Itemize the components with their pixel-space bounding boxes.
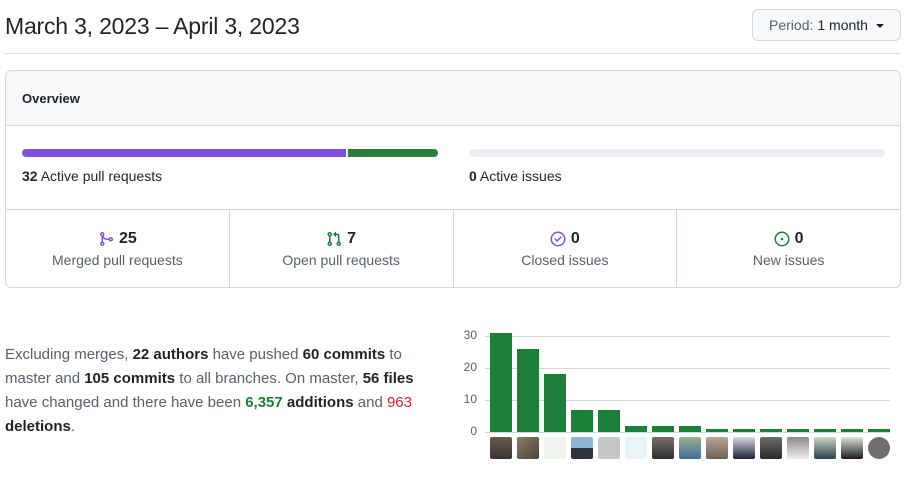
commit-summary: Excluding merges, 22 authors have pushed… bbox=[5, 343, 445, 439]
y-tick-label: 10 bbox=[463, 392, 477, 406]
deletions-count: 963 bbox=[386, 394, 412, 411]
stat-new-issues[interactable]: 0 New issues bbox=[677, 210, 900, 287]
overview-title: Overview bbox=[6, 71, 900, 126]
overview-stats-row: 25 Merged pull requests 7 Open pull requ… bbox=[6, 210, 900, 287]
chart-bar[interactable] bbox=[706, 428, 728, 432]
issue-opened-icon bbox=[774, 231, 790, 246]
author-avatar[interactable] bbox=[679, 437, 701, 459]
new-count: 0 bbox=[794, 229, 804, 247]
active-issues-count: 0 bbox=[469, 168, 477, 184]
gridline bbox=[485, 336, 890, 337]
git-merge-icon bbox=[99, 231, 113, 246]
author-avatar[interactable] bbox=[787, 437, 809, 459]
author-avatar[interactable] bbox=[598, 437, 620, 459]
closed-count: 0 bbox=[570, 229, 580, 247]
summary-text: have pushed bbox=[208, 346, 303, 363]
author-avatar[interactable] bbox=[841, 437, 863, 459]
date-range-title: March 3, 2023 – April 3, 2023 bbox=[5, 13, 300, 39]
stat-merged-pull-requests[interactable]: 25 Merged pull requests bbox=[6, 210, 230, 287]
y-tick-label: 0 bbox=[470, 424, 477, 438]
active-pull-requests-count: 32 bbox=[22, 168, 38, 184]
all-branches-commits-count: 105 commits bbox=[84, 370, 176, 387]
chart-bar[interactable] bbox=[598, 409, 620, 432]
period-dropdown-button[interactable]: Period: 1 month bbox=[752, 9, 901, 41]
caret-down-icon bbox=[875, 24, 884, 28]
new-label: New issues bbox=[752, 251, 825, 268]
merged-count: 25 bbox=[118, 229, 137, 247]
author-avatar[interactable] bbox=[517, 437, 539, 459]
y-tick-label: 30 bbox=[463, 328, 477, 342]
author-avatar[interactable] bbox=[490, 437, 512, 459]
summary-text: and bbox=[353, 394, 387, 411]
stat-open-pull-requests[interactable]: 7 Open pull requests bbox=[230, 210, 454, 287]
page-header: March 3, 2023 – April 3, 2023 Period: 1 … bbox=[0, 0, 907, 54]
active-pull-requests-caption[interactable]: 32 Active pull requests bbox=[22, 168, 438, 184]
deletions-label: deletions bbox=[5, 418, 71, 435]
authors-count: 22 authors bbox=[132, 346, 209, 363]
gridline bbox=[485, 432, 890, 433]
author-avatar[interactable] bbox=[706, 437, 728, 459]
merged-segment bbox=[22, 149, 347, 157]
header-divider bbox=[5, 53, 901, 54]
author-avatar[interactable] bbox=[868, 437, 890, 459]
summary-text: Excluding merges, bbox=[5, 346, 133, 363]
summary-text: to all branches. On master, bbox=[175, 370, 363, 387]
additions-count: 6,357 bbox=[245, 394, 283, 411]
open-label: Open pull requests bbox=[282, 251, 400, 268]
gridline bbox=[485, 368, 890, 369]
closed-label: Closed issues bbox=[521, 251, 609, 268]
issue-closed-icon bbox=[550, 231, 566, 246]
period-label: Period: bbox=[769, 17, 814, 33]
open-count: 7 bbox=[347, 229, 357, 247]
chart-bar[interactable] bbox=[517, 348, 539, 432]
author-avatar[interactable] bbox=[652, 437, 674, 459]
summary-text: have changed and there have been bbox=[5, 394, 246, 411]
author-avatar[interactable] bbox=[760, 437, 782, 459]
active-issues-caption[interactable]: 0 Active issues bbox=[469, 168, 885, 184]
chart-bar[interactable] bbox=[733, 428, 755, 432]
files-changed-count: 56 files bbox=[362, 370, 414, 387]
author-avatar[interactable] bbox=[733, 437, 755, 459]
git-pull-request-icon bbox=[327, 231, 342, 246]
author-avatar[interactable] bbox=[814, 437, 836, 459]
summary-text: to master and bbox=[5, 346, 402, 387]
active-issues-label: Active issues bbox=[479, 168, 562, 184]
chart-bar[interactable] bbox=[544, 374, 566, 432]
author-avatar[interactable] bbox=[544, 437, 566, 459]
chart-bar[interactable] bbox=[652, 425, 674, 432]
stat-closed-issues[interactable]: 0 Closed issues bbox=[454, 210, 678, 287]
y-tick-label: 20 bbox=[463, 360, 477, 374]
overview-progress-row: 32 Active pull requests 0 Active issues bbox=[6, 126, 900, 210]
issues-progress-bar bbox=[469, 149, 885, 157]
pull-requests-summary: 32 Active pull requests bbox=[22, 149, 438, 184]
additions-label: additions bbox=[282, 394, 354, 411]
chart-bar[interactable] bbox=[571, 409, 593, 432]
chart-bar[interactable] bbox=[868, 428, 890, 432]
pull-requests-progress-bar bbox=[22, 149, 438, 157]
chart-bar[interactable] bbox=[679, 425, 701, 432]
chart-bar[interactable] bbox=[760, 428, 782, 432]
issues-summary: 0 Active issues bbox=[469, 149, 885, 184]
summary-text: . bbox=[70, 418, 76, 435]
commits-by-author-chart: 0 10 20 30 bbox=[455, 320, 907, 465]
gridline bbox=[485, 400, 890, 401]
author-avatar[interactable] bbox=[625, 437, 647, 459]
overview-box: Overview 32 Active pull requests 0 Activ… bbox=[5, 70, 901, 288]
chart-bar[interactable] bbox=[625, 425, 647, 432]
author-avatar[interactable] bbox=[571, 437, 593, 459]
master-commits-count: 60 commits bbox=[302, 346, 386, 363]
open-segment bbox=[348, 149, 438, 157]
merged-label: Merged pull requests bbox=[52, 251, 183, 268]
chart-bar[interactable] bbox=[787, 428, 809, 432]
chart-bar[interactable] bbox=[814, 428, 836, 432]
active-pull-requests-label: Active pull requests bbox=[40, 168, 163, 184]
period-value: 1 month bbox=[817, 17, 868, 33]
chart-bar[interactable] bbox=[841, 428, 863, 432]
chart-bar[interactable] bbox=[490, 332, 512, 432]
